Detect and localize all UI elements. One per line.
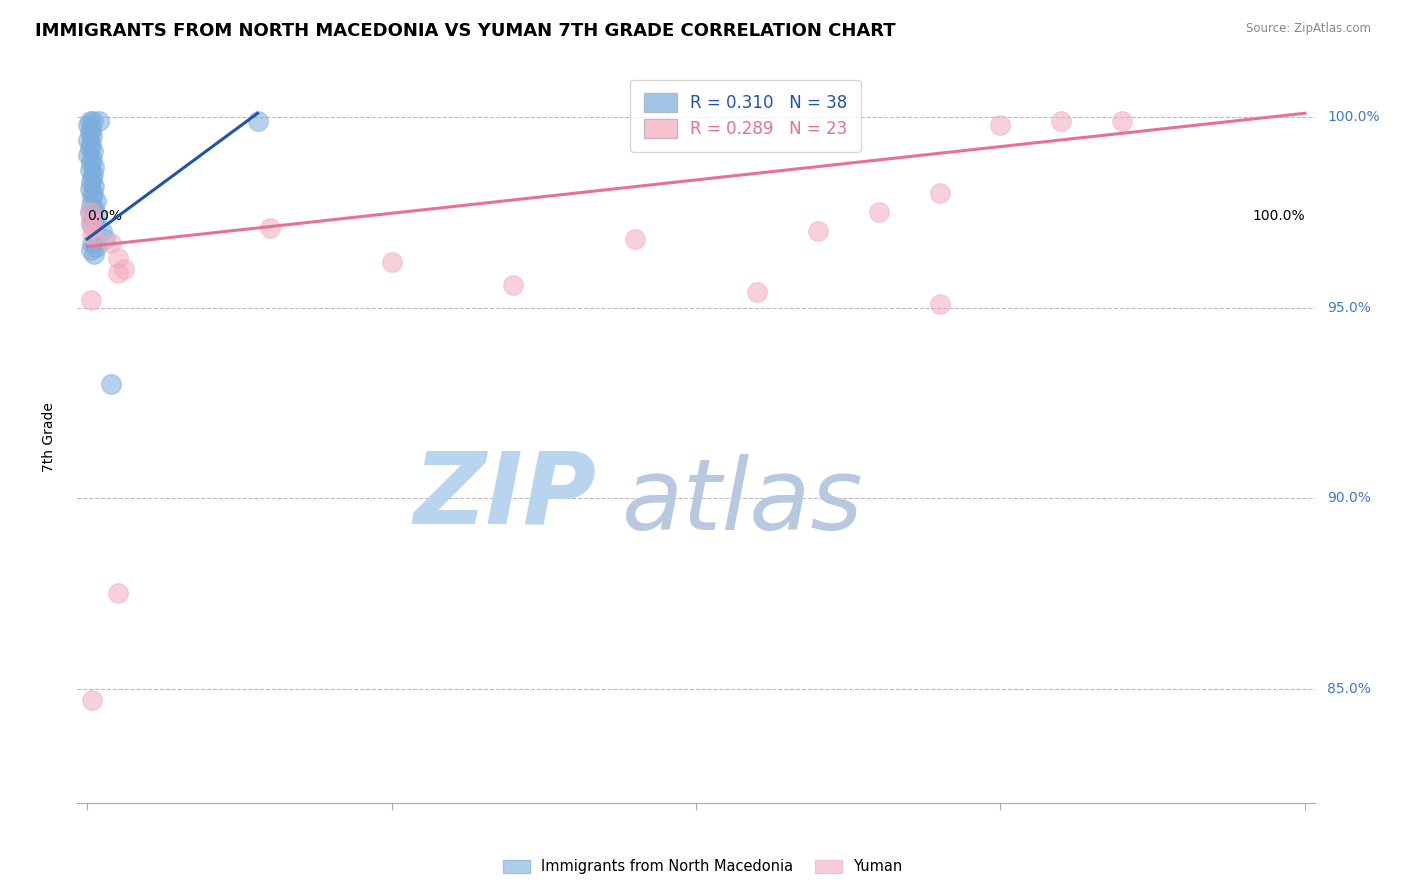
Text: 85.0%: 85.0%: [1327, 681, 1371, 696]
Point: [807, 224, 830, 238]
Point: [80, 228, 103, 243]
Point: [80, 244, 103, 258]
Point: [928, 297, 950, 311]
Point: [107, 251, 129, 265]
Point: [82, 220, 104, 235]
Text: 0.0%: 0.0%: [87, 209, 122, 223]
Point: [84, 194, 107, 208]
Point: [83, 178, 105, 193]
Text: IMMIGRANTS FROM NORTH MACEDONIA VS YUMAN 7TH GRADE CORRELATION CHART: IMMIGRANTS FROM NORTH MACEDONIA VS YUMAN…: [35, 22, 896, 40]
Point: [80, 171, 103, 186]
Point: [82, 114, 104, 128]
Point: [112, 262, 135, 277]
Point: [83, 247, 105, 261]
Point: [80, 136, 103, 151]
Point: [79, 205, 101, 219]
Point: [80, 175, 103, 189]
Point: [259, 220, 281, 235]
Point: [84, 239, 107, 253]
Point: [94, 232, 117, 246]
Point: [624, 232, 647, 246]
Point: [868, 205, 890, 219]
Point: [86, 209, 108, 223]
Text: 95.0%: 95.0%: [1327, 301, 1371, 315]
Point: [380, 255, 402, 269]
Point: [90, 224, 112, 238]
Text: Source: ZipAtlas.com: Source: ZipAtlas.com: [1246, 22, 1371, 36]
Point: [79, 114, 101, 128]
Point: [990, 118, 1012, 132]
Point: [80, 217, 103, 231]
Text: atlas: atlas: [621, 454, 863, 551]
Point: [77, 148, 100, 162]
Point: [80, 129, 103, 144]
Point: [79, 205, 101, 219]
Point: [80, 293, 103, 307]
Point: [79, 163, 101, 178]
Point: [107, 266, 129, 280]
Point: [80, 152, 103, 166]
Point: [80, 693, 103, 707]
Point: [80, 156, 103, 170]
Point: [77, 133, 100, 147]
Point: [100, 376, 122, 391]
Y-axis label: 7th Grade: 7th Grade: [42, 402, 56, 472]
Point: [80, 197, 103, 211]
Point: [82, 145, 104, 159]
Point: [83, 160, 105, 174]
Point: [79, 140, 101, 154]
Point: [80, 121, 103, 136]
Point: [79, 182, 101, 196]
Point: [80, 235, 103, 250]
Point: [745, 285, 768, 300]
Legend: Immigrants from North Macedonia, Yuman: Immigrants from North Macedonia, Yuman: [498, 854, 908, 880]
Point: [80, 213, 103, 227]
Point: [77, 118, 100, 132]
Point: [89, 114, 111, 128]
Point: [246, 114, 269, 128]
Point: [79, 125, 101, 139]
Text: ZIP: ZIP: [413, 447, 598, 544]
Point: [83, 202, 105, 216]
Legend: R = 0.310   N = 38, R = 0.289   N = 23: R = 0.310 N = 38, R = 0.289 N = 23: [630, 79, 860, 152]
Point: [80, 190, 103, 204]
Point: [82, 213, 104, 227]
Text: 90.0%: 90.0%: [1327, 491, 1371, 505]
Point: [928, 186, 950, 201]
Point: [502, 277, 524, 292]
Point: [107, 586, 129, 600]
Text: 100.0%: 100.0%: [1253, 209, 1305, 223]
Point: [82, 167, 104, 181]
Point: [1050, 114, 1073, 128]
Point: [82, 186, 104, 201]
Point: [1111, 114, 1133, 128]
Text: 100.0%: 100.0%: [1327, 110, 1379, 124]
Point: [100, 235, 122, 250]
